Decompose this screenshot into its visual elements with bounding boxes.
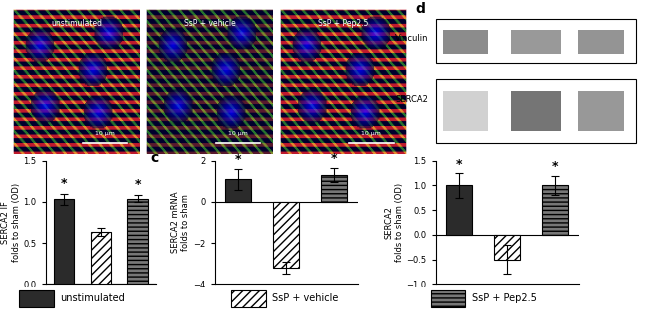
Text: 10 μm: 10 μm xyxy=(361,131,382,136)
Text: c: c xyxy=(150,151,159,165)
Text: *: * xyxy=(135,178,141,191)
Bar xyxy=(443,30,488,54)
Text: *: * xyxy=(551,160,558,173)
Bar xyxy=(436,19,636,63)
Bar xyxy=(231,290,266,307)
Bar xyxy=(494,235,520,260)
Bar xyxy=(320,175,347,202)
Text: SsP + Pep2.5: SsP + Pep2.5 xyxy=(318,19,368,28)
Bar xyxy=(431,290,465,307)
Bar xyxy=(446,185,473,235)
Text: *: * xyxy=(235,153,242,166)
Text: SERCA2: SERCA2 xyxy=(395,95,428,104)
Bar xyxy=(127,199,148,284)
Text: *: * xyxy=(456,158,463,171)
Text: unstimulated: unstimulated xyxy=(60,293,125,303)
Bar xyxy=(578,91,623,131)
Text: unstimulated: unstimulated xyxy=(51,19,102,28)
Bar xyxy=(512,30,561,54)
Text: d: d xyxy=(415,2,426,16)
Text: 10 μm: 10 μm xyxy=(95,131,115,136)
Text: *: * xyxy=(60,176,67,189)
Y-axis label: SERCA2
folds to sham (OD): SERCA2 folds to sham (OD) xyxy=(384,183,404,262)
Text: 10 μm: 10 μm xyxy=(228,131,248,136)
Bar xyxy=(443,91,488,131)
Text: Vinculin: Vinculin xyxy=(395,34,428,43)
Bar xyxy=(225,179,252,202)
Bar xyxy=(273,202,299,268)
Text: SsP + vehicle: SsP + vehicle xyxy=(184,19,235,28)
Text: *: * xyxy=(330,152,337,165)
Bar xyxy=(512,91,561,131)
Bar xyxy=(541,185,568,235)
Text: SsP + Pep2.5: SsP + Pep2.5 xyxy=(472,293,536,303)
Y-axis label: SERCA2 IF
folds to sham (OD): SERCA2 IF folds to sham (OD) xyxy=(1,183,21,262)
Bar xyxy=(54,199,74,284)
Bar xyxy=(436,79,636,143)
Y-axis label: SERCA2 mRNA
folds to sham: SERCA2 mRNA folds to sham xyxy=(171,192,190,253)
Bar xyxy=(90,232,111,284)
Bar xyxy=(578,30,623,54)
Bar xyxy=(20,290,53,307)
Text: SsP + vehicle: SsP + vehicle xyxy=(272,293,339,303)
